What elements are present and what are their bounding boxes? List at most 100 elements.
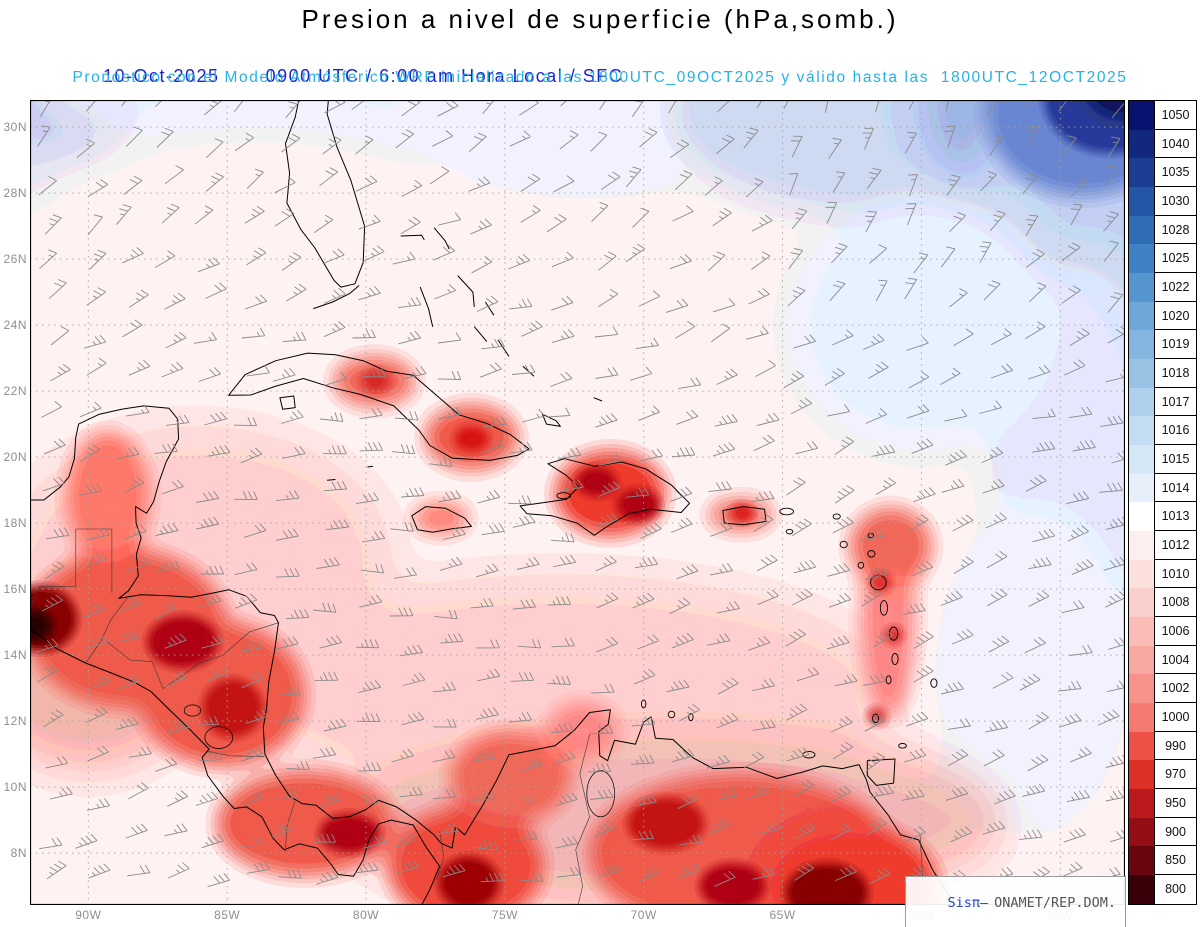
coastlines	[30, 100, 957, 905]
colorbar-swatch	[1129, 588, 1154, 618]
colorbar-row: 990	[1129, 731, 1196, 761]
colorbar-value: 800	[1154, 875, 1196, 904]
colorbar-value: 1020	[1154, 301, 1196, 331]
pressure-map-svg	[30, 100, 1125, 905]
colorbar-row: 1030	[1129, 187, 1196, 216]
colorbar-value: 1000	[1154, 703, 1196, 732]
map-area	[30, 100, 1125, 905]
country-borders	[30, 528, 924, 905]
lat-label: 10N	[3, 780, 27, 795]
colorbar-value: 970	[1154, 760, 1196, 790]
lon-label: 70W	[630, 908, 657, 922]
lon-label: 75W	[491, 908, 518, 922]
lon-label: 90W	[75, 908, 102, 922]
colorbar-value: 1010	[1154, 559, 1196, 589]
colorbar-swatch	[1129, 789, 1154, 818]
lat-label: 30N	[3, 120, 27, 135]
credit-text: ONAMET/REP.DOM.	[994, 895, 1116, 911]
colorbar-legend: 1050 1040 1035 1030 1028 1025 1022 1020 1019 1018…	[1128, 100, 1197, 905]
colorbar-value: 1015	[1154, 445, 1196, 474]
lat-label: 8N	[10, 846, 27, 861]
lake-outlines	[183, 704, 615, 818]
colorbar-swatch	[1129, 645, 1154, 675]
lat-label: 28N	[3, 186, 27, 201]
colorbar-value: 1013	[1154, 502, 1196, 532]
colorbar-swatch	[1129, 473, 1154, 503]
colorbar-swatch	[1129, 215, 1154, 245]
colorbar-row: 900	[1129, 817, 1196, 847]
colorbar-row: 800	[1129, 875, 1196, 904]
colorbar-row: 1014	[1129, 473, 1196, 503]
colorbar-value: 950	[1154, 789, 1196, 818]
colorbar-value: 1014	[1154, 473, 1196, 503]
colorbar-row: 1050	[1129, 101, 1196, 130]
colorbar-row: 1019	[1129, 330, 1196, 360]
credit-badge: Sisπ– ONAMET/REP.DOM.	[904, 876, 1126, 927]
colorbar-value: 850	[1154, 846, 1196, 876]
colorbar-swatch	[1129, 244, 1154, 274]
colorbar-swatch	[1129, 158, 1154, 188]
colorbar-value: 900	[1154, 817, 1196, 847]
map-frame	[30, 100, 1125, 905]
lat-label: 16N	[3, 582, 27, 597]
colorbar-value: 1006	[1154, 617, 1196, 646]
lon-label: 65W	[769, 908, 796, 922]
validity-line: 10-Oct-2025 0900 UTC / 6:00 am Hora Local…	[64, 45, 623, 108]
colorbar-swatch	[1129, 387, 1154, 417]
colorbar-swatch	[1129, 559, 1154, 589]
colorbar-row: 1017	[1129, 387, 1196, 417]
lat-label: 12N	[3, 714, 27, 729]
colorbar-row: 1018	[1129, 359, 1196, 388]
colorbar-row: 1002	[1129, 674, 1196, 704]
colorbar-value: 1025	[1154, 244, 1196, 274]
colorbar-swatch	[1129, 301, 1154, 331]
colorbar-row: 1020	[1129, 301, 1196, 331]
colorbar-swatch	[1129, 129, 1154, 159]
colorbar-row: 1006	[1129, 617, 1196, 646]
colorbar-row: 1008	[1129, 588, 1196, 618]
colorbar-value: 990	[1154, 731, 1196, 761]
colorbar-row: 1040	[1129, 129, 1196, 159]
lat-label: 22N	[3, 384, 27, 399]
colorbar-swatch	[1129, 359, 1154, 388]
colorbar-value: 1012	[1154, 531, 1196, 560]
colorbar-value: 1016	[1154, 416, 1196, 446]
forecast-time: 0900 UTC / 6:00 am Hora Local / SFC	[265, 66, 624, 86]
colorbar-value: 1030	[1154, 187, 1196, 216]
credit-prefix: Sisπ–	[947, 895, 989, 911]
island-outlines	[556, 492, 938, 759]
colorbar-value: 1022	[1154, 273, 1196, 302]
lat-label: 18N	[3, 516, 27, 531]
colorbar-swatch	[1129, 674, 1154, 704]
lat-label: 14N	[3, 648, 27, 663]
colorbar-value: 1002	[1154, 674, 1196, 704]
colorbar-value: 1008	[1154, 588, 1196, 618]
colorbar-row: 1000	[1129, 703, 1196, 732]
colorbar-row: 1028	[1129, 215, 1196, 245]
colorbar-swatch	[1129, 846, 1154, 876]
colorbar-swatch	[1129, 617, 1154, 646]
lon-label: 80W	[352, 908, 380, 922]
colorbar-row: 1004	[1129, 645, 1196, 675]
colorbar-swatch	[1129, 445, 1154, 474]
colorbar-value: 1040	[1154, 129, 1196, 159]
lat-label: 26N	[3, 252, 27, 267]
colorbar-swatch	[1129, 187, 1154, 216]
colorbar-value: 1035	[1154, 158, 1196, 188]
colorbar-swatch	[1129, 817, 1154, 847]
colorbar-row: 1016	[1129, 416, 1196, 446]
chart-title: Presion a nivel de superficie (hPa,somb.…	[301, 4, 899, 34]
colorbar-row: 1015	[1129, 445, 1196, 474]
colorbar-swatch	[1129, 531, 1154, 560]
lon-label: 85W	[214, 908, 241, 922]
colorbar-row: 850	[1129, 846, 1196, 876]
forecast-date: 10-Oct-2025	[103, 66, 220, 86]
colorbar-swatch	[1129, 330, 1154, 360]
colorbar-swatch	[1129, 731, 1154, 761]
grid-lines	[30, 100, 1125, 905]
colorbar-value: 1050	[1154, 101, 1196, 130]
colorbar-value: 1028	[1154, 215, 1196, 245]
pressure-shading	[30, 100, 1125, 905]
colorbar-swatch	[1129, 101, 1154, 130]
